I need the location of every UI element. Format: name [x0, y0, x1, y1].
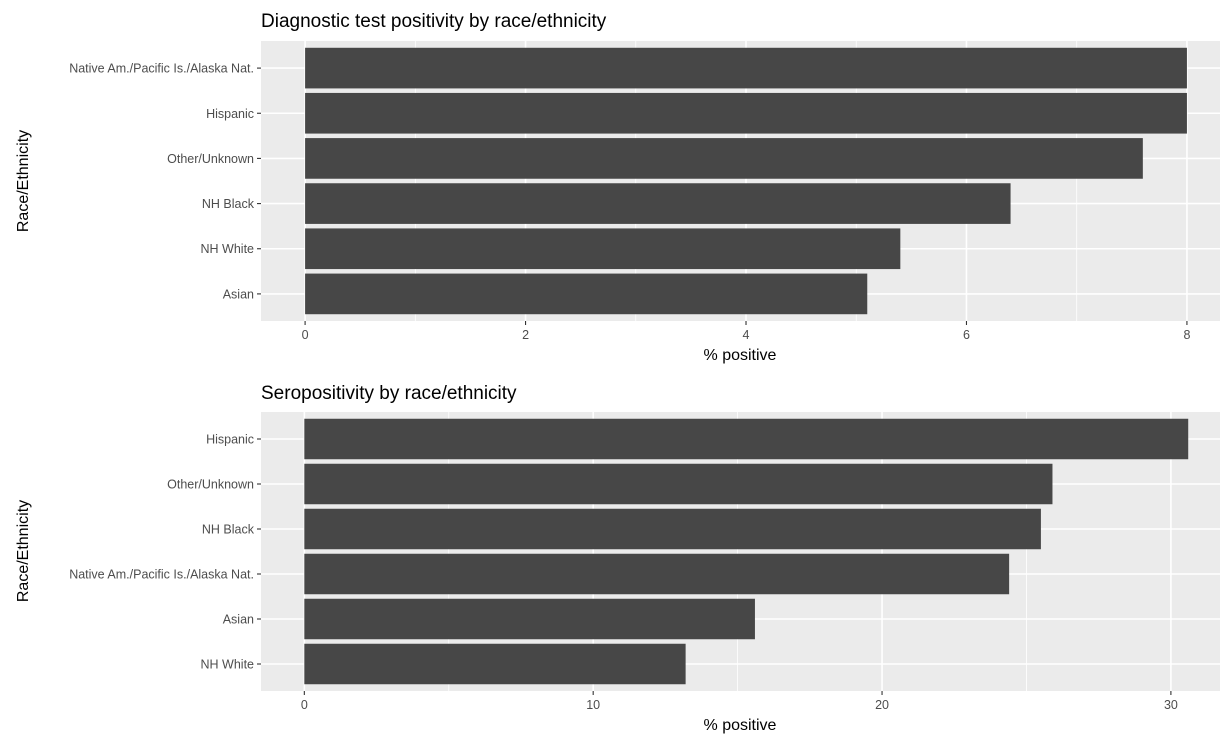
bar [305, 183, 1011, 224]
bar [304, 463, 1053, 505]
y-axis: Hispanic Other/Unknown NH Black Native Am./… [69, 433, 261, 672]
x-tick-label: 30 [1164, 698, 1178, 712]
y-axis: Native Am./Pacific Is./Alaska Nat. Hispan… [69, 62, 261, 301]
x-tick-label: 10 [586, 698, 600, 712]
y-tick-label: Asian [223, 287, 254, 301]
x-tick-label: 6 [963, 328, 970, 342]
bars [304, 418, 1189, 685]
bars [305, 47, 1187, 315]
y-tick-label: NH White [201, 658, 255, 672]
diagnostic-positivity-chart: Diagnostic test positivity by race/ethni… [15, 11, 1220, 364]
y-tick-label: Hispanic [206, 433, 254, 447]
x-axis-title: % positive [704, 717, 777, 734]
x-axis: 0 2 4 6 8 [302, 321, 1190, 342]
x-axis: 0 10 20 30 [301, 691, 1178, 712]
y-tick-label: Native Am./Pacific Is./Alaska Nat. [69, 62, 254, 76]
x-tick-label: 2 [522, 328, 529, 342]
x-tick-label: 0 [302, 328, 309, 342]
chart-title: Diagnostic test positivity by race/ethni… [261, 11, 607, 32]
y-tick-label: NH Black [202, 523, 255, 537]
x-tick-label: 8 [1183, 328, 1190, 342]
x-axis-title: % positive [704, 347, 777, 364]
bar [305, 228, 901, 270]
seropositivity-chart: Seropositivity by race/ethnicity Hispani… [15, 383, 1220, 734]
x-tick-label: 4 [743, 328, 750, 342]
y-tick-label: Native Am./Pacific Is./Alaska Nat. [69, 568, 254, 582]
y-tick-label: NH Black [202, 197, 255, 211]
chart-title: Seropositivity by race/ethnicity [261, 383, 517, 404]
bar [304, 643, 686, 685]
y-axis-title: Race/Ethnicity [15, 130, 32, 232]
y-axis-title: Race/Ethnicity [15, 500, 32, 602]
bar [305, 47, 1187, 89]
y-tick-label: NH White [201, 242, 255, 256]
bar [304, 508, 1041, 550]
bar [305, 273, 868, 315]
x-tick-label: 0 [301, 698, 308, 712]
y-tick-label: Hispanic [206, 107, 254, 121]
bar [305, 138, 1143, 179]
x-tick-label: 20 [875, 698, 889, 712]
y-tick-label: Other/Unknown [167, 152, 254, 166]
y-tick-label: Asian [223, 613, 254, 627]
bar [305, 92, 1187, 134]
bar [304, 553, 1010, 595]
y-tick-label: Other/Unknown [167, 478, 254, 492]
bar [304, 418, 1189, 460]
bar [304, 598, 755, 640]
